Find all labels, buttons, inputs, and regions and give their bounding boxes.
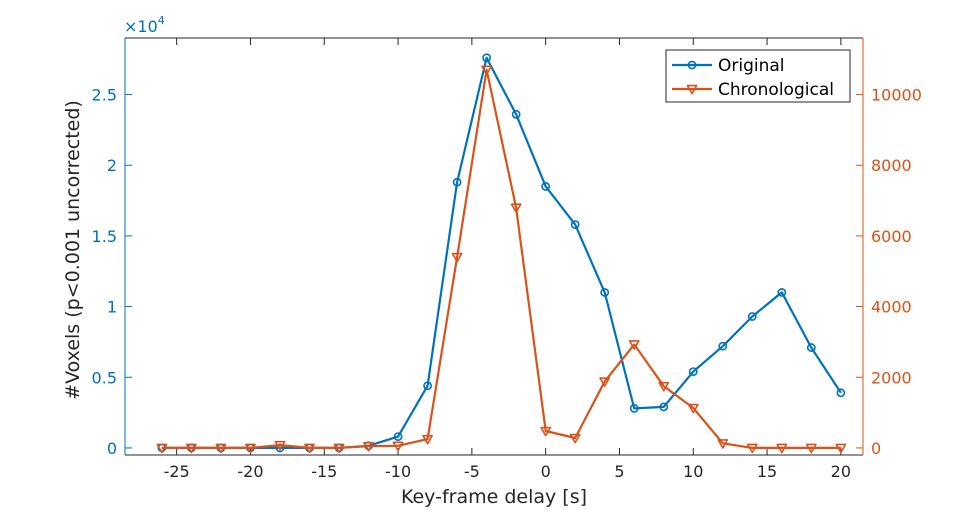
data-point [747,312,757,321]
data-point [836,388,846,398]
data-point [628,340,640,350]
svg-text:×104: ×104 [124,14,165,36]
legend-marker [687,60,697,70]
data-point [599,377,611,387]
y-axis-exponent: ×104 [124,14,165,36]
series-line [161,56,842,449]
x-tick-label: -20 [237,462,263,481]
data-point [806,343,816,352]
y-right-tick-label: 10000 [871,86,922,105]
data-point [540,426,552,437]
data-point [805,443,817,454]
y-right-tick-label: 2000 [871,368,912,387]
y-left-tick-label: 2 [107,156,117,175]
x-tick-label: 5 [614,462,624,481]
x-tick-label: -25 [164,462,190,481]
legend-label: Original [718,56,785,76]
data-point [423,381,432,391]
exponent-base: ×10 [124,17,158,36]
data-point [687,403,699,414]
y-axis-label-left: #Voxels (p<0.001 uncorrected) [62,100,84,400]
data-point [363,441,374,452]
x-tick-label: -15 [311,462,337,481]
data-point [481,65,493,76]
data-point [245,443,256,454]
data-point [482,53,492,63]
plot-area: -25 -20 -15 -10 -5 0 5 10 15 20 0 0.5 1 1.5 2 2.5 0 2000 4… [92,37,922,481]
data-point [333,443,345,454]
y-left-tick-label: 1.5 [92,227,117,246]
legend-marker [686,84,698,95]
series-line [161,68,841,449]
exponent-power: 4 [158,14,165,27]
y-right-tick-label: 4000 [871,298,912,317]
data-point [688,367,698,376]
data-point [776,443,788,454]
x-tick-label: -5 [464,462,480,481]
y-right-tick-label: 8000 [871,156,912,175]
data-point [659,402,669,412]
data-point [569,433,581,444]
x-tick-label: 15 [757,462,777,481]
data-point [451,252,463,263]
y-right-tick-label: 6000 [871,227,912,246]
y-right-tick-label: 0 [871,439,881,458]
data-point [570,220,580,229]
data-point [393,432,403,442]
y-left-tick-label: 2.5 [92,86,117,105]
data-point [392,441,404,452]
x-tick-label: 0 [541,462,551,481]
data-point [274,440,286,451]
data-point [452,177,462,187]
legend-label: Chronological [718,80,834,100]
data-point [156,443,168,454]
data-point [600,288,610,297]
data-point [658,381,670,392]
x-tick-label: 20 [831,462,851,481]
data-point [629,403,639,413]
data-point [215,443,227,454]
legend: Original Chronological [665,49,851,103]
y-left-tick-label: 0.5 [92,368,117,387]
data-point [835,443,847,454]
legend-box [665,49,851,103]
data-point [186,443,197,454]
data-point [718,341,728,351]
x-axis-label: Key-frame delay [s] [401,486,587,508]
series-chronological [156,65,847,454]
y-left-tick-label: 0 [107,439,117,458]
data-point [777,288,787,297]
y-left-tick-label: 1 [107,298,117,317]
x-tick-label: 10 [683,462,703,481]
data-point [746,443,758,454]
data-point [510,203,522,214]
data-point [511,109,521,119]
data-point [717,439,729,449]
data-point [541,182,551,191]
data-point [304,443,315,454]
data-point [422,434,433,445]
x-tick-label: -10 [385,462,411,481]
